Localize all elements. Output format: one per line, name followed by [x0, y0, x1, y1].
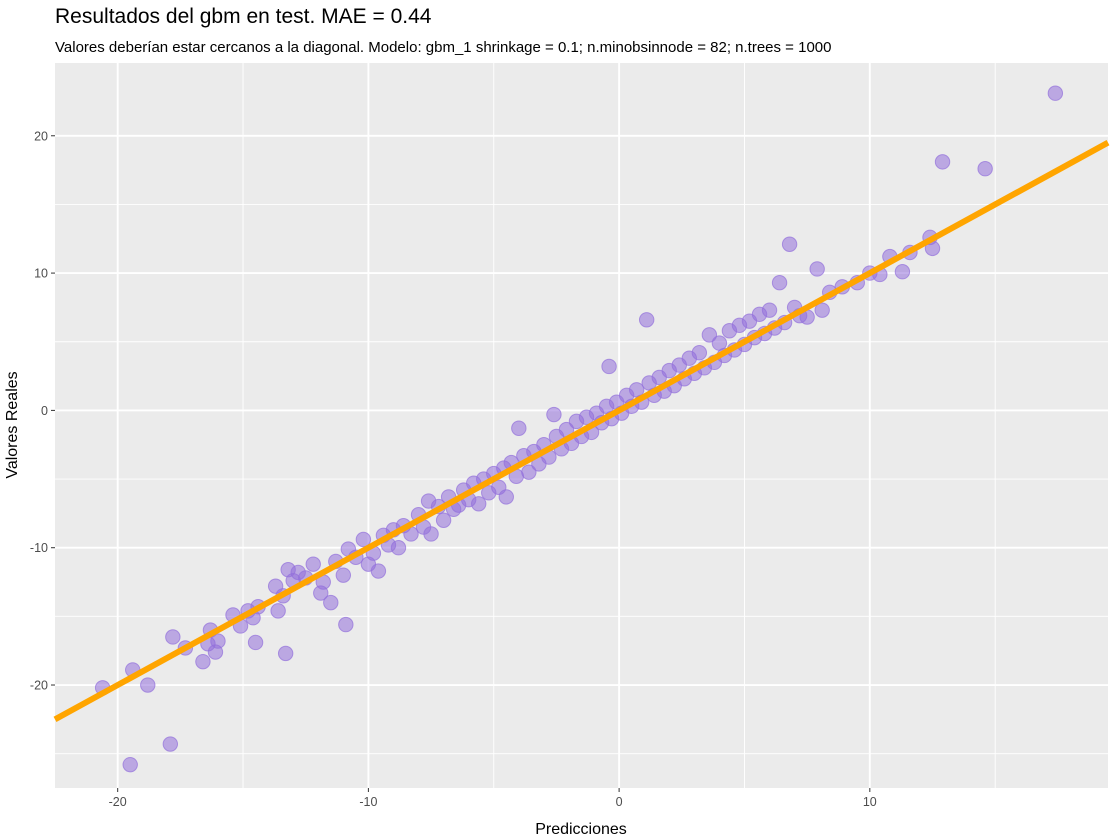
- data-point: [934, 154, 951, 170]
- x-tick-label: 0: [616, 795, 623, 809]
- data-point: [435, 512, 452, 528]
- data-point: [390, 540, 407, 556]
- y-tick-label: -10: [30, 541, 48, 555]
- data-point: [162, 736, 179, 752]
- data-point: [471, 496, 487, 512]
- y-tick-label: 20: [34, 129, 48, 143]
- y-tick-label: 10: [34, 267, 48, 281]
- major-gridlines: [55, 63, 1108, 788]
- x-tick-label: 10: [863, 795, 877, 809]
- data-point: [335, 567, 352, 583]
- x-tick-label: -20: [109, 795, 127, 809]
- data-point: [270, 603, 286, 619]
- data-point: [247, 634, 264, 651]
- y-tick-label: -20: [30, 679, 48, 693]
- data-point: [165, 629, 181, 645]
- data-point: [1047, 85, 1064, 101]
- data-point: [814, 302, 830, 318]
- data-point: [338, 616, 354, 633]
- data-point: [894, 264, 911, 280]
- data-point: [423, 526, 439, 542]
- data-point: [305, 556, 321, 572]
- data-point: [370, 563, 387, 579]
- y-tick-label: 0: [41, 404, 48, 418]
- x-axis: -20 -10 0 10: [109, 788, 877, 809]
- data-point: [638, 312, 655, 328]
- data-point: [809, 261, 825, 277]
- data-point: [122, 756, 138, 773]
- data-point: [691, 345, 708, 361]
- data-point: [781, 236, 798, 252]
- reference-line-layer: [53, 140, 1110, 722]
- chart-title: Resultados del gbm en test. MAE = 0.44: [55, 5, 432, 28]
- data-point: [195, 653, 211, 670]
- data-point: [977, 161, 993, 177]
- data-point: [277, 645, 294, 662]
- x-axis-title: Predicciones: [535, 821, 627, 838]
- minor-gridlines: [55, 63, 1108, 788]
- data-point: [355, 531, 372, 548]
- data-point: [546, 406, 562, 423]
- data-point: [210, 633, 226, 649]
- data-point: [771, 274, 788, 291]
- y-axis-title: Valores Reales: [4, 371, 21, 478]
- data-point: [601, 358, 617, 375]
- chart-subtitle: Valores deberían estar cercanos a la dia…: [55, 39, 831, 56]
- x-tick-label: -10: [359, 795, 377, 809]
- y-axis: -20 -10 0 10 20: [30, 129, 55, 693]
- data-point: [761, 302, 778, 318]
- data-point: [521, 464, 537, 480]
- data-point: [511, 420, 527, 436]
- data-point: [140, 677, 156, 693]
- data-point: [323, 594, 339, 611]
- identity-line: [53, 140, 1110, 722]
- data-point: [701, 327, 718, 343]
- data-point: [498, 489, 514, 505]
